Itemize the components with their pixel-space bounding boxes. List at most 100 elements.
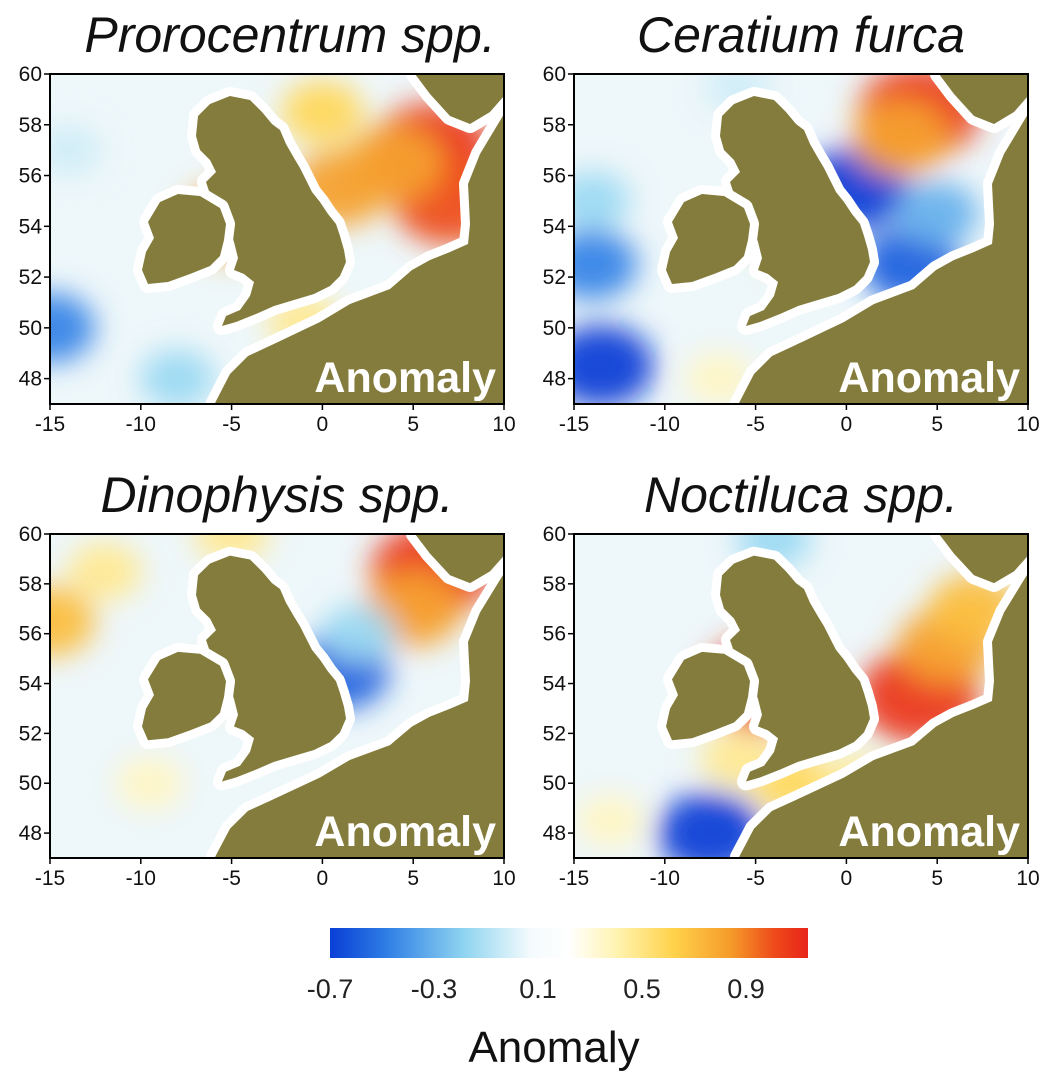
y-tick-label: 54 bbox=[543, 673, 567, 696]
x-tick-label: 0 bbox=[317, 413, 329, 436]
colorbar-tick: 0.9 bbox=[727, 974, 765, 1004]
map-frame bbox=[573, 533, 1029, 859]
land-mass bbox=[739, 573, 1028, 858]
x-tick-label: -10 bbox=[650, 413, 680, 436]
colorbar-gradient bbox=[330, 928, 808, 958]
y-tick-label: 58 bbox=[543, 573, 566, 596]
anomaly-patch bbox=[574, 324, 654, 404]
anomaly-patch bbox=[574, 229, 638, 300]
land-mass bbox=[215, 114, 504, 404]
y-axis: 60 58 56 54 52 50 48 bbox=[543, 523, 574, 845]
y-tick-label: 52 bbox=[19, 722, 42, 745]
anomaly-patch bbox=[852, 99, 950, 176]
x-tick-label: -15 bbox=[35, 413, 65, 436]
land-mass bbox=[142, 651, 226, 741]
y-tick-label: 60 bbox=[19, 63, 42, 86]
y-axis: 60 58 56 54 52 50 48 bbox=[19, 63, 50, 391]
x-tick-label: 10 bbox=[492, 413, 515, 436]
y-tick-label: 48 bbox=[19, 368, 42, 391]
x-tick-label: -10 bbox=[126, 867, 156, 890]
anomaly-patch bbox=[116, 757, 184, 810]
x-tick-label: -5 bbox=[746, 867, 765, 890]
x-tick-label: 5 bbox=[931, 867, 943, 890]
colorbar-tick: -0.3 bbox=[411, 974, 458, 1004]
land-mass bbox=[196, 96, 346, 326]
coastal-halo bbox=[730, 564, 1028, 858]
x-tick-label: 5 bbox=[407, 413, 419, 436]
panel-title: Ceratium furca bbox=[637, 7, 965, 63]
colorbar-title: Anomaly bbox=[468, 1023, 639, 1072]
x-tick-label: -15 bbox=[35, 867, 65, 890]
x-axis: -15 -10 -5 0 5 10 bbox=[559, 858, 1040, 890]
x-axis: -15 -10 -5 0 5 10 bbox=[35, 404, 516, 436]
anomaly-patch bbox=[346, 124, 444, 201]
coastal-halo bbox=[930, 534, 1028, 592]
land-mass bbox=[415, 74, 504, 124]
colorbar-tick: 0.1 bbox=[519, 974, 557, 1004]
y-tick-label: 60 bbox=[543, 63, 566, 86]
x-tick-label: -15 bbox=[559, 867, 589, 890]
y-tick-label: 52 bbox=[543, 722, 566, 745]
land-shapes bbox=[657, 534, 1028, 858]
anomaly-patch bbox=[67, 542, 142, 601]
x-tick-label: -10 bbox=[650, 867, 680, 890]
x-tick-label: -5 bbox=[746, 413, 765, 436]
y-tick-label: 58 bbox=[19, 114, 42, 137]
anomaly-patch bbox=[657, 792, 763, 858]
y-tick-label: 54 bbox=[19, 215, 43, 238]
y-tick-label: 54 bbox=[19, 673, 43, 696]
anomaly-patch bbox=[50, 292, 95, 363]
panel-watermark: Anomaly bbox=[314, 808, 496, 856]
y-tick-label: 60 bbox=[19, 523, 42, 546]
land-mass bbox=[666, 194, 750, 284]
land-mass bbox=[196, 555, 346, 782]
land-shapes bbox=[133, 534, 504, 858]
y-tick-label: 50 bbox=[19, 772, 42, 795]
land-shapes bbox=[657, 74, 1028, 404]
land-mass bbox=[720, 96, 870, 326]
y-tick-label: 58 bbox=[543, 114, 566, 137]
land-mass bbox=[415, 534, 504, 584]
anomaly-patch bbox=[281, 80, 364, 145]
panel-watermark: Anomaly bbox=[838, 354, 1020, 402]
y-tick-label: 60 bbox=[543, 523, 566, 546]
x-tick-label: 10 bbox=[1016, 413, 1039, 436]
x-tick-label: 5 bbox=[407, 867, 419, 890]
y-tick-label: 50 bbox=[543, 317, 566, 340]
colorbar-tick: -0.7 bbox=[307, 974, 354, 1004]
anomaly-patch bbox=[896, 181, 979, 246]
map-frame bbox=[49, 73, 505, 405]
panel-watermark: Anomaly bbox=[314, 354, 496, 402]
y-tick-label: 48 bbox=[19, 822, 42, 845]
y-tick-label: 56 bbox=[543, 165, 566, 188]
colorbar-tick: 0.5 bbox=[623, 974, 661, 1004]
land-mass bbox=[142, 194, 226, 284]
map-frame bbox=[49, 533, 505, 859]
anomaly-patch bbox=[50, 124, 102, 177]
y-tick-label: 56 bbox=[19, 165, 42, 188]
y-tick-label: 50 bbox=[543, 772, 566, 795]
map-panel-prorocentrum: Prorocentrum spp. Anomaly 60585654525048… bbox=[19, 7, 516, 436]
x-tick-label: 10 bbox=[492, 867, 515, 890]
y-axis: 60 58 56 54 52 50 48 bbox=[543, 63, 574, 391]
anomaly-patch bbox=[576, 794, 644, 847]
y-tick-label: 48 bbox=[543, 368, 566, 391]
y-tick-label: 52 bbox=[543, 266, 566, 289]
anomaly-patch bbox=[574, 171, 630, 230]
x-tick-label: -10 bbox=[126, 413, 156, 436]
x-tick-label: 0 bbox=[841, 413, 853, 436]
panel-watermark: Anomaly bbox=[838, 808, 1020, 856]
land-mass bbox=[215, 573, 504, 858]
x-tick-label: -5 bbox=[222, 867, 241, 890]
y-tick-label: 52 bbox=[19, 266, 42, 289]
colorbar: -0.7 -0.3 0.1 0.5 0.9 Anomaly bbox=[307, 928, 808, 1072]
panel-title: Prorocentrum spp. bbox=[84, 7, 495, 63]
x-tick-label: 0 bbox=[841, 867, 853, 890]
panel-title: Noctiluca spp. bbox=[644, 467, 958, 523]
y-tick-label: 58 bbox=[19, 573, 42, 596]
panel-title: Dinophysis spp. bbox=[101, 467, 454, 523]
coastal-halo bbox=[206, 564, 504, 858]
